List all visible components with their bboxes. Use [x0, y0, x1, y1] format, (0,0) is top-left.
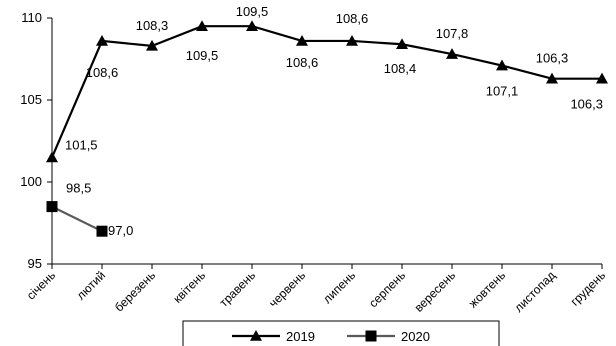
data-label-2019: 109,5 [186, 48, 219, 63]
x-tick-label: лютий [74, 268, 108, 302]
y-tick-label: 95 [28, 256, 42, 271]
data-label-2019: 107,8 [436, 26, 469, 41]
legend-label-2020: 2020 [401, 329, 430, 344]
legend-marker-2019 [250, 330, 262, 341]
data-point-2020 [46, 201, 58, 213]
y-tick-label: 100 [20, 174, 42, 189]
legend: 2019 2020 [182, 320, 500, 346]
data-point-2019 [146, 39, 158, 51]
legend-marker-2020 [365, 330, 377, 342]
x-tick-label: листопад [512, 268, 559, 315]
legend-label-2019: 2019 [286, 329, 315, 344]
y-tick-label: 110 [21, 10, 42, 25]
data-label-2019: 101,5 [65, 137, 98, 152]
data-point-2019 [496, 59, 508, 71]
data-point-2019 [446, 48, 458, 59]
data-label-2019: 106,3 [570, 97, 603, 112]
x-tick-label: червень [266, 268, 308, 310]
x-tick-label: вересень [412, 268, 459, 315]
series-line-2019 [50, 25, 602, 158]
data-label-2019: 108,4 [384, 61, 417, 76]
y-tick-label: 105 [20, 92, 42, 107]
series-line-2020 [51, 205, 103, 233]
data-point-2019 [546, 72, 558, 84]
x-tick-label: липень [320, 268, 358, 306]
legend-box [182, 320, 500, 346]
data-point-2019 [346, 34, 358, 46]
x-tick-label: травень [217, 268, 258, 309]
data-label-2020: 97,0 [108, 223, 133, 238]
x-tick-label: січень [24, 268, 58, 302]
data-point-2019 [596, 72, 608, 84]
x-tick-label: грудень [568, 268, 608, 308]
x-tick-label: серпень [366, 268, 408, 310]
data-point-2019 [246, 20, 258, 31]
data-label-2020: 98,5 [66, 181, 91, 196]
data-label-2019: 108,6 [336, 11, 369, 26]
chart-axes [51, 18, 602, 265]
data-labels: 101,5 108,6 108,3 109,5 109,5 108,6 108,6 108,4… [65, 4, 603, 238]
data-point-2020 [96, 225, 108, 237]
data-label-2019: 108,6 [86, 65, 119, 80]
y-axis-ticks: 95 100 105 110 [20, 10, 52, 271]
data-point-2019 [96, 34, 108, 46]
x-tick-label: жовтень [466, 268, 508, 310]
data-label-2019: 108,3 [136, 18, 169, 33]
data-label-2019: 109,5 [236, 4, 269, 19]
chart-series [46, 20, 608, 237]
data-label-2019: 106,3 [536, 51, 569, 66]
x-tick-label: квітень [170, 268, 208, 306]
data-label-2019: 107,1 [486, 84, 519, 99]
data-point-2019 [296, 34, 308, 46]
data-point-2019 [46, 151, 58, 163]
x-axis-ticks: січень лютий березень квітень травень червень… [24, 264, 608, 315]
x-tick-label: березень [112, 268, 158, 314]
data-point-2019 [396, 38, 408, 50]
data-point-2019 [196, 20, 208, 31]
data-label-2019: 108,6 [286, 55, 319, 70]
